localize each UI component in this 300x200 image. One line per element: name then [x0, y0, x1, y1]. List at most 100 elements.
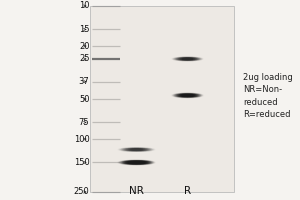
Ellipse shape — [124, 148, 149, 151]
Text: 250: 250 — [74, 188, 89, 196]
Ellipse shape — [123, 161, 150, 164]
Ellipse shape — [129, 162, 144, 163]
Ellipse shape — [128, 149, 145, 150]
Ellipse shape — [133, 162, 140, 163]
Ellipse shape — [133, 149, 140, 150]
Ellipse shape — [181, 58, 194, 60]
Ellipse shape — [124, 161, 149, 164]
Ellipse shape — [182, 95, 193, 96]
Ellipse shape — [133, 149, 140, 150]
Ellipse shape — [180, 58, 195, 60]
Ellipse shape — [182, 58, 193, 60]
Ellipse shape — [182, 58, 193, 59]
Ellipse shape — [183, 95, 192, 96]
Ellipse shape — [178, 94, 197, 97]
Ellipse shape — [120, 160, 153, 165]
Ellipse shape — [178, 58, 196, 60]
Ellipse shape — [123, 148, 150, 151]
Ellipse shape — [127, 161, 146, 164]
Ellipse shape — [186, 95, 189, 96]
Ellipse shape — [135, 149, 138, 150]
Ellipse shape — [132, 162, 141, 163]
Ellipse shape — [180, 94, 195, 97]
Ellipse shape — [123, 161, 150, 164]
Ellipse shape — [186, 95, 189, 96]
Ellipse shape — [182, 95, 193, 96]
Ellipse shape — [181, 94, 194, 96]
Ellipse shape — [183, 95, 192, 96]
Ellipse shape — [179, 94, 196, 97]
Ellipse shape — [179, 94, 196, 97]
Ellipse shape — [124, 161, 149, 164]
Ellipse shape — [135, 149, 138, 150]
Ellipse shape — [178, 94, 197, 97]
Ellipse shape — [179, 58, 196, 60]
Ellipse shape — [177, 94, 198, 97]
Ellipse shape — [125, 161, 148, 164]
Ellipse shape — [184, 95, 191, 96]
Ellipse shape — [176, 58, 199, 60]
Ellipse shape — [135, 162, 138, 163]
Ellipse shape — [176, 94, 199, 97]
Ellipse shape — [136, 162, 137, 163]
Ellipse shape — [185, 95, 190, 96]
Ellipse shape — [126, 149, 147, 151]
Ellipse shape — [126, 161, 147, 164]
Ellipse shape — [127, 149, 146, 151]
Ellipse shape — [131, 149, 142, 150]
Ellipse shape — [130, 162, 143, 163]
Ellipse shape — [132, 149, 141, 150]
Ellipse shape — [183, 58, 192, 59]
Ellipse shape — [128, 161, 145, 164]
Ellipse shape — [131, 162, 142, 163]
Text: 100: 100 — [74, 135, 89, 144]
Ellipse shape — [176, 57, 200, 60]
Ellipse shape — [178, 94, 196, 97]
Bar — [90, 6, 234, 192]
Ellipse shape — [134, 162, 139, 163]
Ellipse shape — [124, 148, 149, 151]
Ellipse shape — [126, 161, 147, 164]
Ellipse shape — [125, 148, 148, 151]
Ellipse shape — [184, 95, 191, 96]
Ellipse shape — [127, 161, 146, 164]
Ellipse shape — [184, 95, 190, 96]
Text: 20: 20 — [79, 42, 89, 51]
Ellipse shape — [125, 161, 148, 164]
Ellipse shape — [120, 161, 153, 164]
Ellipse shape — [176, 58, 199, 60]
Ellipse shape — [126, 148, 147, 151]
Ellipse shape — [182, 58, 193, 60]
Ellipse shape — [135, 162, 138, 163]
Ellipse shape — [125, 148, 148, 151]
Ellipse shape — [129, 149, 144, 150]
Text: 25: 25 — [79, 54, 89, 63]
Text: 75: 75 — [79, 118, 89, 127]
Text: 2ug loading
NR=Non-
reduced
R=reduced: 2ug loading NR=Non- reduced R=reduced — [243, 73, 293, 119]
Ellipse shape — [180, 94, 195, 97]
Ellipse shape — [182, 58, 193, 60]
Ellipse shape — [181, 95, 194, 96]
Ellipse shape — [176, 94, 199, 97]
Ellipse shape — [177, 58, 198, 60]
Ellipse shape — [133, 162, 140, 163]
Ellipse shape — [177, 58, 198, 60]
Ellipse shape — [129, 149, 144, 150]
Ellipse shape — [130, 149, 143, 150]
Ellipse shape — [175, 94, 200, 97]
Ellipse shape — [185, 95, 190, 96]
Text: 50: 50 — [79, 95, 89, 104]
Ellipse shape — [134, 149, 140, 150]
Ellipse shape — [121, 161, 152, 164]
Ellipse shape — [130, 162, 143, 163]
Ellipse shape — [178, 58, 197, 60]
Ellipse shape — [122, 161, 151, 164]
Ellipse shape — [129, 162, 144, 163]
Ellipse shape — [131, 162, 142, 163]
Ellipse shape — [180, 58, 195, 60]
Ellipse shape — [127, 149, 146, 151]
Ellipse shape — [131, 149, 142, 150]
Ellipse shape — [130, 149, 143, 150]
Ellipse shape — [175, 94, 200, 97]
Ellipse shape — [174, 94, 201, 97]
